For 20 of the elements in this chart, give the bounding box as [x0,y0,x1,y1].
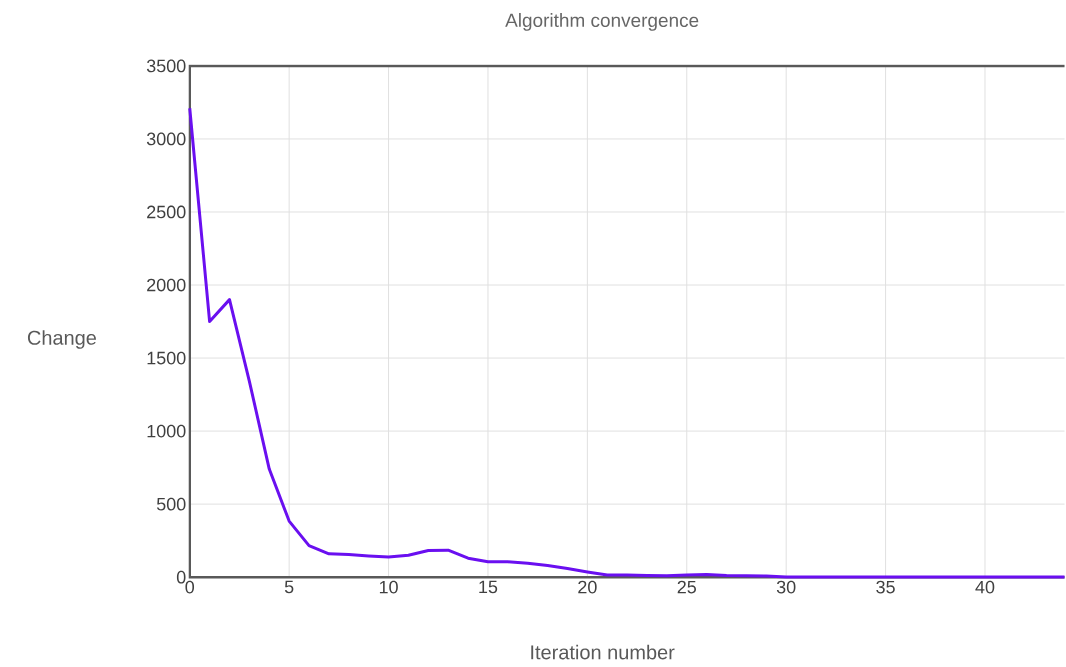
y-axis-title: Change [27,330,96,349]
x-tick-label: 5 [284,580,294,594]
y-tick-label: 3500 [146,59,186,73]
x-axis-title: Iteration number [531,644,675,660]
x-tick-label: 15 [479,580,498,594]
y-tick-label: 1000 [147,424,186,438]
x-tick-label: 10 [379,580,398,594]
x-tick-label: 30 [776,580,796,594]
chart-title: Algorithm convergence [505,13,699,31]
x-tick-label: 20 [578,580,597,594]
y-tick-label: 0 [176,570,186,584]
y-tick-label: 500 [156,497,186,511]
y-tick-label: 2500 [147,205,186,219]
x-tick-label: 25 [677,580,696,594]
y-tick-label: 1500 [147,351,186,365]
x-tick-label: 0 [185,580,195,594]
x-tick-label: 40 [975,580,995,594]
x-tick-label: 35 [876,580,895,594]
y-tick-label: 2000 [147,278,186,292]
y-tick-label: 3000 [146,132,186,146]
